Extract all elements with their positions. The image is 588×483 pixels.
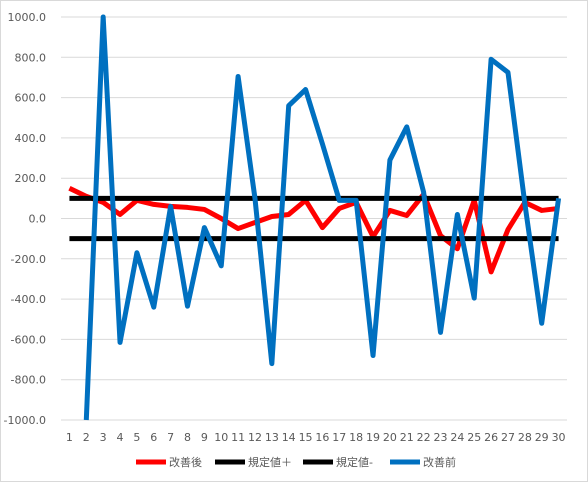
x-tick-label: 7 bbox=[167, 431, 174, 444]
x-tick-label: 22 bbox=[417, 431, 431, 444]
legend-label: 規定値＋ bbox=[248, 455, 292, 469]
y-tick-label: 800.0 bbox=[15, 51, 47, 64]
x-tick-label: 6 bbox=[150, 431, 157, 444]
x-tick-label: 27 bbox=[501, 431, 515, 444]
x-tick-label: 8 bbox=[184, 431, 191, 444]
x-tick-label: 12 bbox=[248, 431, 262, 444]
x-tick-label: 28 bbox=[518, 431, 532, 444]
x-tick-label: 19 bbox=[366, 431, 380, 444]
legend-label: 改善前 bbox=[423, 455, 456, 469]
x-tick-label: 11 bbox=[231, 431, 245, 444]
x-tick-label: 14 bbox=[282, 431, 296, 444]
x-tick-label: 29 bbox=[535, 431, 549, 444]
y-tick-label: -800.0 bbox=[11, 374, 46, 387]
x-tick-label: 18 bbox=[349, 431, 363, 444]
x-tick-label: 30 bbox=[552, 431, 566, 444]
x-tick-label: 4 bbox=[117, 431, 124, 444]
x-tick-label: 20 bbox=[383, 431, 397, 444]
x-tick-label: 3 bbox=[100, 431, 107, 444]
x-tick-label: 5 bbox=[133, 431, 140, 444]
x-tick-label: 10 bbox=[214, 431, 228, 444]
legend: 改善後 規定値＋ 規定値- 改善前 bbox=[136, 455, 456, 469]
x-tick-label: 16 bbox=[315, 431, 329, 444]
x-tick-label: 26 bbox=[484, 431, 498, 444]
y-tick-label: 200.0 bbox=[15, 172, 47, 185]
x-tick-label: 15 bbox=[299, 431, 313, 444]
legend-label: 改善後 bbox=[169, 455, 202, 469]
y-tick-label: 1000.0 bbox=[8, 11, 47, 24]
x-tick-label: 17 bbox=[332, 431, 346, 444]
x-tick-label: 1 bbox=[66, 431, 73, 444]
series-lines bbox=[68, 14, 562, 421]
x-tick-label: 25 bbox=[467, 431, 481, 444]
x-axis-ticks: 1 2 3 4 5 6 7 8 9 10 11 12 13 14 15 16 17 18 19 20 21 22 23 24 2… bbox=[66, 431, 566, 444]
y-tick-label: -400.0 bbox=[11, 293, 46, 306]
series-line-1 bbox=[68, 186, 559, 275]
x-tick-label: 24 bbox=[450, 431, 464, 444]
y-axis-ticks: 1000.0 800.0 600.0 400.0 200.0 0.0 -200.0 -400.… bbox=[4, 11, 46, 427]
y-tick-label: 600.0 bbox=[15, 92, 47, 105]
y-tick-label: 400.0 bbox=[15, 132, 47, 145]
x-tick-label: 23 bbox=[434, 431, 448, 444]
series-line-4 bbox=[83, 14, 562, 421]
legend-label: 規定値- bbox=[336, 455, 373, 469]
y-tick-label: -200.0 bbox=[11, 253, 46, 266]
y-tick-label: -1000.0 bbox=[4, 414, 46, 427]
x-tick-label: 13 bbox=[265, 431, 279, 444]
y-tick-label: -600.0 bbox=[11, 333, 46, 346]
x-tick-label: 2 bbox=[83, 431, 90, 444]
x-tick-label: 9 bbox=[201, 431, 208, 444]
y-tick-label: 0.0 bbox=[29, 213, 47, 226]
x-tick-label: 21 bbox=[400, 431, 414, 444]
